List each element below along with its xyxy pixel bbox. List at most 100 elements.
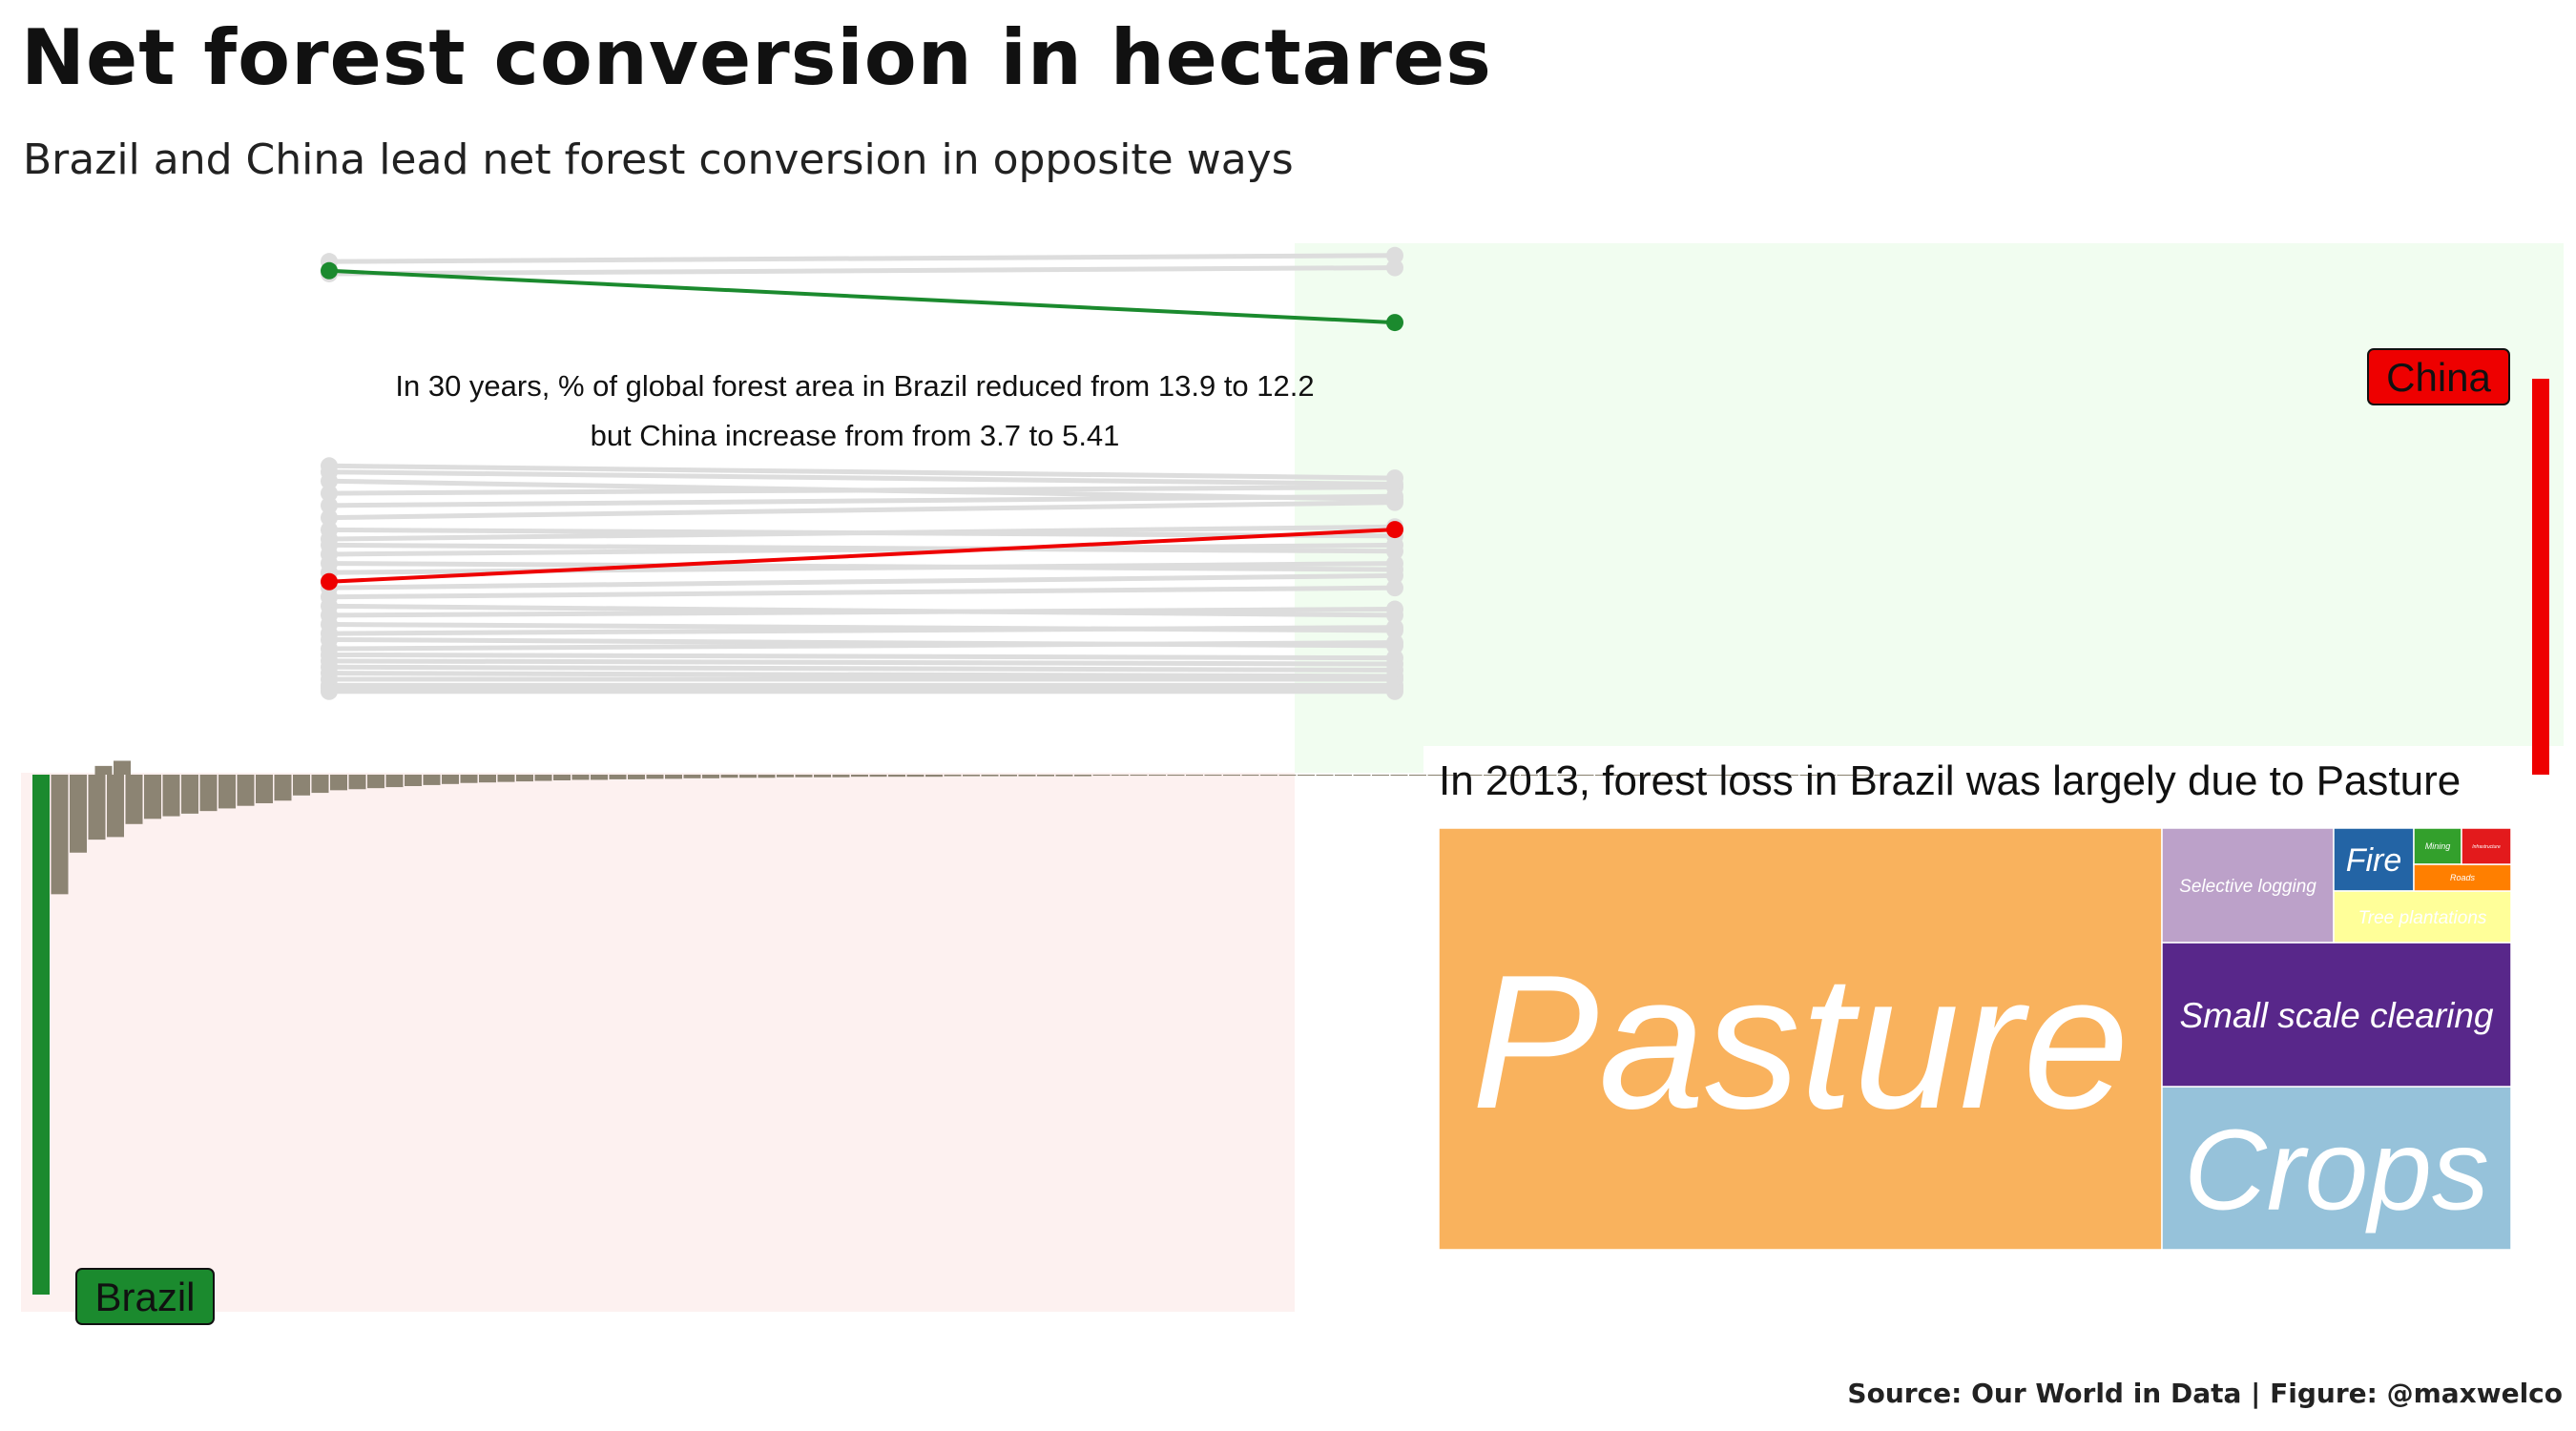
slope-series-other-7-end-point bbox=[1386, 493, 1403, 511]
treemap-label-crops: Crops bbox=[2184, 1107, 2489, 1234]
brazil-bar-5 bbox=[125, 775, 143, 824]
brazil-bar-12 bbox=[256, 775, 273, 803]
brazil-bar-4 bbox=[107, 775, 124, 838]
brazil-bar-81 bbox=[1539, 775, 1557, 777]
slope-series-other-0-line bbox=[328, 253, 1396, 264]
treemap-rect-infrastructure bbox=[2461, 827, 2512, 865]
brazil-bar-27 bbox=[534, 775, 552, 781]
brazil-bar-96 bbox=[1818, 775, 1836, 777]
brazil-bar-10 bbox=[218, 775, 236, 809]
slope-series-other-21-line bbox=[328, 640, 1396, 652]
brazil-bar-chart bbox=[32, 775, 1892, 1295]
brazil-bar-23 bbox=[460, 775, 478, 783]
brazil-bar-15 bbox=[311, 775, 329, 794]
treemap-label-roads: Roads bbox=[2450, 873, 2476, 882]
brazil-bar-7 bbox=[162, 775, 180, 817]
slope-series-other-17-line bbox=[328, 607, 1396, 618]
brazil-bar-72 bbox=[1372, 775, 1389, 777]
treemap-rect-selective-logging bbox=[2161, 827, 2335, 944]
slope-series-other-25-line bbox=[328, 671, 1396, 679]
brazil-bar-22 bbox=[442, 775, 459, 784]
slope-series-other-13 bbox=[321, 554, 1403, 582]
brazil-bar-39 bbox=[758, 775, 776, 778]
slope-series-brazil-start-point bbox=[321, 261, 338, 280]
treemap-rect-tree-plantations bbox=[2333, 890, 2512, 944]
treemap-rect-crops bbox=[2161, 1086, 2512, 1251]
brazil-bar-26 bbox=[516, 775, 533, 782]
brazil-bar-50 bbox=[963, 775, 980, 777]
slope-series-other-15-line bbox=[328, 585, 1396, 600]
slope-series-other-0-end-point bbox=[1386, 246, 1403, 264]
brazil-bar-49 bbox=[944, 775, 962, 777]
treemap-label-mining: Mining bbox=[2425, 841, 2451, 851]
brazil-bar-55 bbox=[1055, 775, 1073, 777]
slope-series-other-5-line bbox=[328, 485, 1396, 496]
brazil-bar-30 bbox=[591, 775, 608, 780]
slope-series-other-29 bbox=[321, 682, 1403, 700]
brazil-bar-83 bbox=[1576, 775, 1594, 777]
brazil-bar-2 bbox=[70, 775, 87, 853]
treemap-tile-crops: Crops bbox=[2161, 1086, 2512, 1251]
slope-series-other-15-end-point bbox=[1386, 579, 1403, 597]
treemap-title: In 2013, forest loss in Brazil was large… bbox=[1439, 757, 2462, 804]
brazil-bar-29 bbox=[571, 775, 590, 780]
slope-series-other-17-end-point bbox=[1386, 600, 1403, 618]
slope-series-other-29-start-point bbox=[321, 682, 338, 700]
brazil-bar-84 bbox=[1595, 775, 1612, 777]
china-bar-131 bbox=[94, 765, 113, 775]
slope-annotation-line-1: In 30 years, % of global forest area in … bbox=[395, 369, 1314, 403]
treemap-rect-mining bbox=[2413, 827, 2462, 865]
brazil-bar-71 bbox=[1353, 775, 1371, 777]
slope-series-china-start-point bbox=[321, 572, 338, 591]
treemap-tile-roads: Roads bbox=[2413, 863, 2512, 892]
brazil-bar-24 bbox=[479, 775, 496, 783]
brazil-bar-36 bbox=[702, 775, 719, 778]
brazil-bar-90 bbox=[1707, 775, 1724, 777]
slope-series-china bbox=[321, 521, 1403, 591]
brazil-bar-34 bbox=[665, 775, 682, 779]
slope-series-other-3-line bbox=[328, 469, 1396, 487]
brazil-bar-38 bbox=[739, 775, 757, 778]
slope-annotation-line-2: but China increase from from 3.7 to 5.41 bbox=[591, 419, 1120, 452]
slope-series-brazil bbox=[321, 261, 1403, 332]
brazil-bar-87 bbox=[1651, 775, 1669, 777]
slope-series-other-7 bbox=[321, 493, 1403, 527]
brazil-bar-13 bbox=[274, 775, 292, 801]
treemap-tile-fire: Fire bbox=[2333, 827, 2415, 892]
brazil-bar-3 bbox=[88, 775, 106, 840]
brazil-bar-82 bbox=[1558, 775, 1575, 777]
brazil-bar-18 bbox=[367, 775, 384, 789]
source-caption: Source: Our World in Data | Figure: @max… bbox=[1847, 1378, 2563, 1409]
slope-series-other-6-start-point bbox=[321, 496, 338, 514]
brazil-bar-65 bbox=[1241, 775, 1259, 777]
treemap-rect-fire bbox=[2333, 827, 2415, 892]
treemap-tile-mining: Mining bbox=[2413, 827, 2462, 865]
slope-series-other-5-start-point bbox=[321, 485, 338, 503]
brazil-bar-40 bbox=[777, 775, 794, 778]
brazil-bar-32 bbox=[628, 775, 645, 779]
china-panel-background bbox=[1295, 243, 2564, 773]
brazil-bar-21 bbox=[423, 775, 441, 785]
brazil-bar-93 bbox=[1762, 775, 1780, 777]
brazil-bar-58 bbox=[1111, 775, 1129, 777]
brazil-bar-63 bbox=[1204, 775, 1222, 777]
brazil-bar-9 bbox=[199, 775, 218, 812]
slope-series-brazil-line bbox=[328, 268, 1396, 325]
treemap-tile-tree-plantations: Tree plantations bbox=[2333, 890, 2512, 944]
brazil-bar-78 bbox=[1484, 775, 1501, 777]
brazil-bar-91 bbox=[1725, 775, 1743, 777]
brazil-bar-43 bbox=[832, 775, 850, 778]
brazil-bar-98 bbox=[1856, 775, 1873, 777]
slope-series-other-28 bbox=[321, 679, 1403, 697]
brazil-tag: Brazil bbox=[75, 1268, 215, 1325]
slope-series-other-22-line bbox=[328, 652, 1396, 661]
brazil-bar-6 bbox=[144, 775, 161, 819]
brazil-bar-97 bbox=[1837, 775, 1855, 777]
slope-series-other-4-start-point bbox=[321, 472, 338, 490]
slope-series-china-end-point bbox=[1386, 521, 1403, 539]
slope-series-china-line bbox=[328, 528, 1396, 584]
treemap-tile-selective-logging: Selective logging bbox=[2161, 827, 2335, 944]
brazil-bar-45 bbox=[869, 775, 887, 778]
china-bar-130 bbox=[114, 760, 131, 775]
brazil-bar-94 bbox=[1781, 775, 1798, 777]
